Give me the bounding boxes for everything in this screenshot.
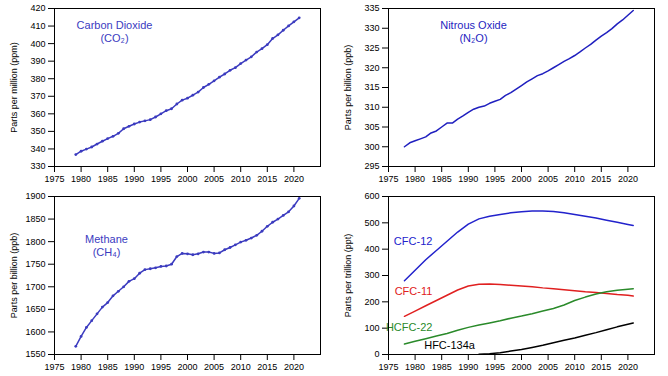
svg-text:1995: 1995 <box>485 174 505 184</box>
svg-text:1980: 1980 <box>71 174 91 184</box>
svg-text:600: 600 <box>364 191 379 201</box>
svg-text:360: 360 <box>30 109 45 119</box>
svg-text:1985: 1985 <box>432 174 452 184</box>
svg-text:1990: 1990 <box>124 174 144 184</box>
svg-text:300: 300 <box>364 270 379 280</box>
svg-text:200: 200 <box>364 297 379 307</box>
svg-text:305: 305 <box>364 122 379 132</box>
svg-text:2010: 2010 <box>231 362 251 372</box>
svg-text:315: 315 <box>364 82 379 92</box>
svg-text:2020: 2020 <box>284 362 304 372</box>
svg-text:2005: 2005 <box>538 362 558 372</box>
svg-text:1650: 1650 <box>25 304 45 314</box>
svg-text:1550: 1550 <box>25 349 45 359</box>
svg-text:380: 380 <box>30 74 45 84</box>
svg-text:1850: 1850 <box>25 214 45 224</box>
svg-text:2015: 2015 <box>257 174 277 184</box>
svg-text:1995: 1995 <box>151 362 171 372</box>
svg-text:295: 295 <box>364 161 379 171</box>
svg-text:2020: 2020 <box>284 174 304 184</box>
svg-text:2010: 2010 <box>231 174 251 184</box>
svg-text:2015: 2015 <box>591 362 611 372</box>
svg-text:2000: 2000 <box>177 174 197 184</box>
svg-text:1990: 1990 <box>124 362 144 372</box>
svg-text:1990: 1990 <box>458 174 478 184</box>
svg-text:1985: 1985 <box>432 362 452 372</box>
svg-text:500: 500 <box>364 218 379 228</box>
svg-text:HFC-134a: HFC-134a <box>424 339 476 351</box>
svg-text:420: 420 <box>30 3 45 13</box>
svg-text:100: 100 <box>364 323 379 333</box>
svg-text:2010: 2010 <box>565 174 585 184</box>
svg-text:1985: 1985 <box>98 174 118 184</box>
svg-text:Parts per billion (ppb): Parts per billion (ppb) <box>9 233 19 319</box>
svg-text:1975: 1975 <box>378 174 398 184</box>
svg-text:2000: 2000 <box>177 362 197 372</box>
svg-text:2005: 2005 <box>538 174 558 184</box>
svg-text:390: 390 <box>30 56 45 66</box>
svg-text:Carbon Dioxide(CO₂): Carbon Dioxide(CO₂) <box>77 19 153 44</box>
svg-text:1980: 1980 <box>71 362 91 372</box>
svg-text:1975: 1975 <box>44 362 64 372</box>
svg-text:Nitrous Oxide(N₂O): Nitrous Oxide(N₂O) <box>440 19 507 44</box>
svg-text:2010: 2010 <box>565 362 585 372</box>
svg-text:1980: 1980 <box>405 174 425 184</box>
svg-text:1750: 1750 <box>25 259 45 269</box>
svg-text:410: 410 <box>30 21 45 31</box>
svg-text:1975: 1975 <box>378 362 398 372</box>
svg-text:2005: 2005 <box>204 174 224 184</box>
svg-text:325: 325 <box>364 43 379 53</box>
svg-text:300: 300 <box>364 142 379 152</box>
svg-text:1700: 1700 <box>25 282 45 292</box>
svg-text:2005: 2005 <box>204 362 224 372</box>
svg-text:HCFC-22: HCFC-22 <box>386 321 432 333</box>
svg-text:0: 0 <box>374 349 379 359</box>
svg-text:370: 370 <box>30 91 45 101</box>
svg-text:400: 400 <box>30 38 45 48</box>
svg-text:1990: 1990 <box>458 362 478 372</box>
svg-text:1995: 1995 <box>485 362 505 372</box>
svg-text:Parts per billion (ppb): Parts per billion (ppb) <box>343 45 353 131</box>
svg-text:1600: 1600 <box>25 327 45 337</box>
svg-text:CFC-12: CFC-12 <box>394 235 433 247</box>
svg-text:310: 310 <box>364 102 379 112</box>
svg-text:2000: 2000 <box>511 362 531 372</box>
svg-text:Parts per million (ppm): Parts per million (ppm) <box>9 42 19 133</box>
svg-text:320: 320 <box>364 63 379 73</box>
svg-text:1980: 1980 <box>405 362 425 372</box>
svg-text:CFC-11: CFC-11 <box>395 285 433 297</box>
svg-text:1800: 1800 <box>25 237 45 247</box>
svg-text:350: 350 <box>30 126 45 136</box>
svg-text:2015: 2015 <box>591 174 611 184</box>
svg-text:2015: 2015 <box>257 362 277 372</box>
svg-text:335: 335 <box>364 3 379 13</box>
svg-text:330: 330 <box>30 161 45 171</box>
svg-text:340: 340 <box>30 144 45 154</box>
svg-text:Methane(CH₄): Methane(CH₄) <box>85 233 128 258</box>
svg-text:2000: 2000 <box>511 174 531 184</box>
svg-text:1985: 1985 <box>98 362 118 372</box>
svg-text:330: 330 <box>364 23 379 33</box>
svg-text:1975: 1975 <box>44 174 64 184</box>
svg-text:1900: 1900 <box>25 191 45 201</box>
svg-text:2020: 2020 <box>618 174 638 184</box>
svg-text:2020: 2020 <box>618 362 638 372</box>
svg-text:Parts per trillion (ppt): Parts per trillion (ppt) <box>343 234 353 318</box>
svg-text:400: 400 <box>364 244 379 254</box>
svg-text:1995: 1995 <box>151 174 171 184</box>
